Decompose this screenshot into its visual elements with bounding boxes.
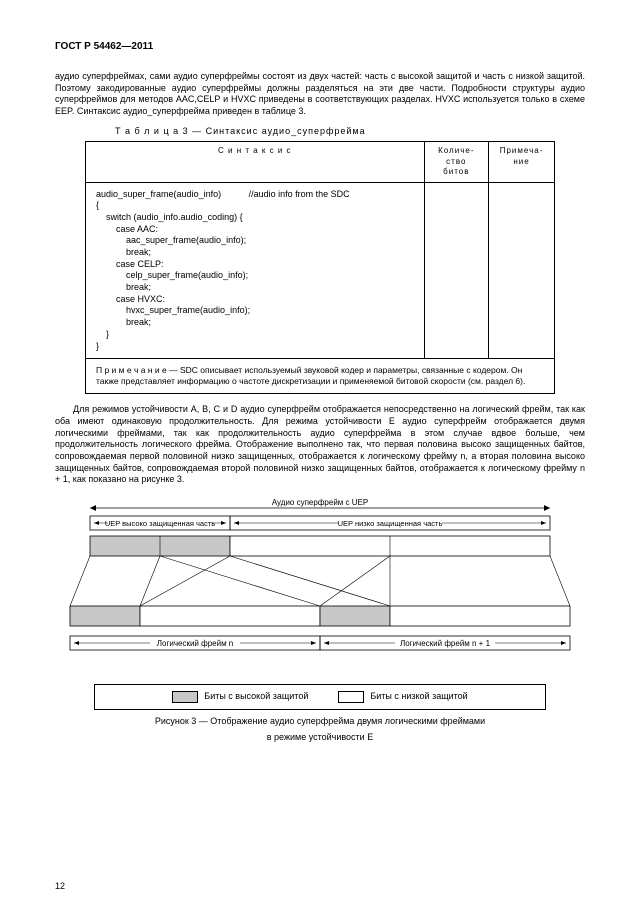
syntax-table: С и н т а к с и с Количе- ство битов При…: [85, 141, 555, 394]
paragraph-1: аудио суперфреймах, сами аудио суперфрей…: [55, 71, 585, 118]
diagram-upper-left: UEP высоко защищенная часть: [105, 519, 215, 528]
lower-left-low: [140, 606, 320, 626]
code-cell: audio_super_frame(audio_info) //audio in…: [86, 182, 425, 359]
swatch-high-icon: [172, 691, 198, 703]
legend-high-label: Биты с высокой защитой: [204, 691, 308, 703]
note-cell-col: [489, 182, 555, 359]
diagram-upper-right: UEP низко защищенная часть: [338, 519, 443, 528]
diagram-top-label: Аудио суперфрейм с UEP: [272, 498, 368, 507]
superframe-diagram: Аудио суперфрейм с UEP UEP высоко защище…: [60, 496, 580, 676]
lower-right-low: [390, 606, 570, 626]
figure-caption-line1: Рисунок 3 — Отображение аудио суперфрейм…: [55, 716, 585, 728]
legend-box: Биты с высокой защитой Биты с низкой защ…: [94, 684, 546, 710]
legend-high: Биты с высокой защитой: [172, 691, 308, 703]
table-note: П р и м е ч а н и е — SDC описывает испо…: [86, 359, 555, 394]
diagram-lower-left: Логический фрейм n: [157, 639, 233, 648]
figure-caption-line2: в режиме устойчивости E: [55, 732, 585, 744]
paragraph-2: Для режимов устойчивости A, B, C и D ауд…: [55, 404, 585, 486]
th-note: Примеча- ние: [489, 142, 555, 182]
diagram-lower-right: Логический фрейм n + 1: [400, 639, 491, 648]
legend-low-label: Биты с низкой защитой: [370, 691, 467, 703]
th-bits: Количе- ство битов: [424, 142, 489, 182]
th-syntax: С и н т а к с и с: [86, 142, 425, 182]
page-number: 12: [55, 881, 65, 893]
swatch-low-icon: [338, 691, 364, 703]
bits-cell: [424, 182, 489, 359]
document-header: ГОСТ Р 54462—2011: [55, 40, 585, 53]
table-caption: Т а б л и ц а 3 — Синтаксис аудио_суперф…: [115, 126, 585, 138]
lower-right-high: [320, 606, 390, 626]
lower-left-high: [70, 606, 140, 626]
legend-low: Биты с низкой защитой: [338, 691, 467, 703]
page: ГОСТ Р 54462—2011 аудио суперфреймах, са…: [0, 0, 630, 913]
